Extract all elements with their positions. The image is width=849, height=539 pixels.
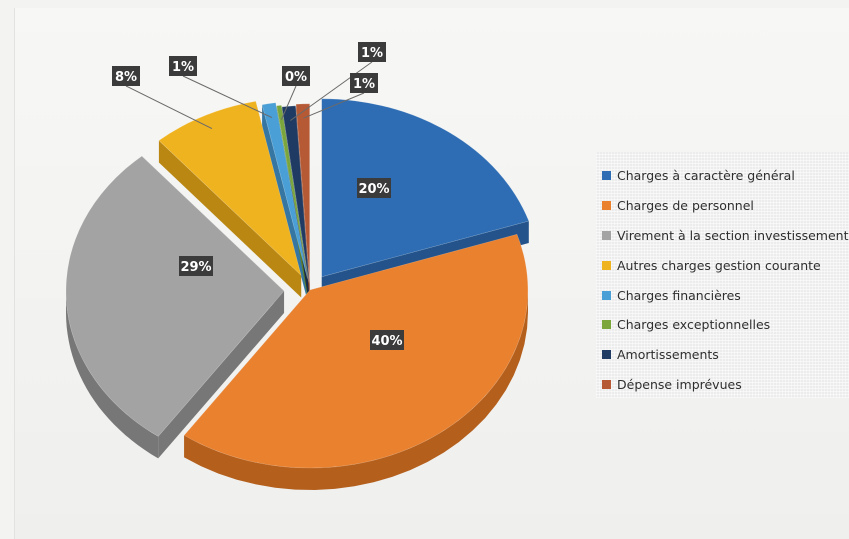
data-label-charges-a-caractere-general: 20% — [357, 178, 391, 198]
legend-label: Charges de personnel — [617, 198, 754, 214]
slice-wall-charges-financieres — [262, 104, 308, 301]
data-label-text: 40% — [371, 334, 402, 349]
legend-swatch — [602, 379, 611, 389]
legend-swatch — [602, 201, 611, 211]
data-label-box — [358, 42, 386, 62]
data-label-charges-de-personnel: 40% — [370, 330, 404, 350]
slice-wall-virement-a-la-section-investissement — [158, 291, 285, 459]
legend-item-autres-charges: Autres charges gestion courante — [602, 250, 849, 280]
data-label-charges-financieres: 1% — [169, 56, 197, 76]
data-label-charges-exceptionnelles: 0% — [282, 66, 310, 86]
slice-autres-charges-gestion-courante — [158, 100, 302, 277]
data-label-box — [112, 66, 140, 86]
legend-label: Charges à caractère général — [617, 168, 795, 184]
legend-swatch — [602, 350, 611, 360]
legend-swatch — [602, 171, 611, 181]
data-label-text: 1% — [353, 77, 375, 92]
slice-side-charges-de-personnel — [184, 290, 528, 490]
legend-item-charges-caractere-general: Charges à caractère général — [602, 161, 849, 191]
legend-item-charges-exceptionnelles: Charges exceptionnelles — [602, 310, 849, 340]
legend-swatch — [602, 260, 611, 270]
legend-label: Dépense imprévues — [617, 376, 742, 392]
data-label-text: 1% — [172, 60, 194, 75]
legend-label: Charges financières — [617, 287, 741, 303]
data-label-text: 20% — [358, 182, 389, 197]
data-labels: 20% 40% 29% 8% 1% 0% 1% 1% — [112, 42, 404, 350]
data-label-text: 0% — [285, 70, 307, 85]
data-label-virement-a-la-section-investissement: 29% — [179, 256, 213, 276]
data-label-box — [357, 178, 391, 198]
leader-line-depense-imprevues — [303, 92, 365, 119]
legend-item-amortissements: Amortissements — [602, 340, 849, 370]
data-label-amortissements: 1% — [358, 42, 386, 62]
legend: Charges à caractère général Charges de p… — [596, 152, 849, 398]
data-label-box — [169, 56, 197, 76]
slice-charges-financieres — [261, 102, 308, 279]
slice-side-virement-a-la-section-investissement — [66, 291, 159, 459]
legend-label: Autres charges gestion courante — [617, 257, 821, 273]
leader-line-autres-charges-gestion-courante — [125, 85, 213, 130]
data-label-autres-charges-gestion-courante: 8% — [112, 66, 140, 86]
slice-charges-de-personnel — [183, 233, 529, 469]
legend-label: Virement à la section investissement — [617, 227, 849, 243]
data-label-box — [282, 66, 310, 86]
data-label-text: 8% — [115, 70, 137, 85]
legend-swatch — [602, 320, 611, 330]
leader-line-amortissements — [290, 61, 373, 121]
legend-item-charges-financieres: Charges financières — [602, 280, 849, 310]
slice-amortissements — [281, 105, 310, 284]
data-label-text: 1% — [361, 46, 383, 61]
pie-slices — [65, 98, 530, 469]
legend-swatch — [602, 290, 611, 300]
leader-lines — [125, 61, 373, 130]
slice-virement-a-la-section-investissement — [65, 155, 285, 437]
data-label-box — [350, 73, 378, 93]
legend-label: Charges exceptionnelles — [617, 317, 771, 333]
slice-charges-exceptionnelles — [276, 104, 309, 282]
legend-label: Amortissements — [617, 347, 719, 363]
data-label-depense-imprevues: 1% — [350, 73, 378, 93]
legend-item-depense-imprevues: Dépense imprévues — [602, 370, 849, 398]
legend-swatch — [602, 230, 611, 240]
slice-depense-imprevues — [295, 103, 310, 282]
data-label-box — [179, 256, 213, 276]
legend-item-virement-investissement: Virement à la section investissement — [602, 221, 849, 251]
leader-line-charges-exceptionnelles — [280, 85, 297, 120]
data-label-box — [370, 330, 404, 350]
slice-charges-a-caractere-general — [321, 98, 530, 278]
leader-line-charges-financieres — [182, 75, 273, 119]
slice-wall-autres-charges-gestion-courante — [158, 140, 302, 298]
legend-item-charges-personnel: Charges de personnel — [602, 191, 849, 221]
data-label-text: 29% — [180, 260, 211, 275]
